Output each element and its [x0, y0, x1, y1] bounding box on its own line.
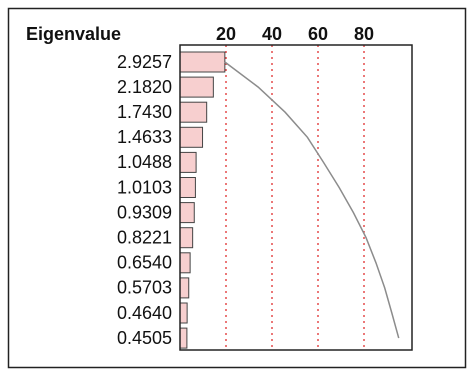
- x-tick-label: 60: [308, 24, 328, 44]
- bar: [179, 202, 195, 224]
- eigenvalue-label: 1.0103: [117, 177, 172, 197]
- eigenvalue-label: 1.0488: [117, 152, 172, 172]
- eigenvalue-label: 0.9309: [117, 202, 172, 222]
- eigenvalue-label: 0.8221: [117, 227, 172, 247]
- bar: [179, 51, 226, 73]
- bar: [179, 101, 208, 123]
- outer-frame: [7, 7, 467, 369]
- bar: [179, 177, 196, 198]
- eigenvalue-label: 1.4633: [117, 127, 172, 147]
- plot-frame: [179, 44, 413, 351]
- eigenvalue-label: 1.7430: [117, 102, 172, 122]
- bar: [179, 252, 191, 274]
- cumulative-line: [224, 61, 400, 339]
- x-tick-label: 80: [354, 24, 374, 44]
- bar: [179, 151, 197, 173]
- x-tick-label: 20: [216, 24, 236, 44]
- eigenvalue-label: 0.6540: [117, 253, 172, 273]
- bar: [179, 76, 214, 98]
- eigenvalue-label: 2.9257: [117, 52, 172, 72]
- eigenvalue-label: 0.5703: [117, 278, 172, 298]
- bar: [179, 227, 194, 249]
- bar: [179, 277, 190, 299]
- bar: [179, 327, 188, 349]
- x-tick-label: 40: [262, 24, 282, 44]
- eigenvalue-label: 2.1820: [117, 77, 172, 97]
- column-title: Eigenvalue: [26, 24, 121, 44]
- eigenvalue-label: 0.4640: [117, 303, 172, 323]
- bar: [179, 302, 188, 324]
- eigenvalue-label: 0.4505: [117, 328, 172, 348]
- bar: [179, 126, 204, 148]
